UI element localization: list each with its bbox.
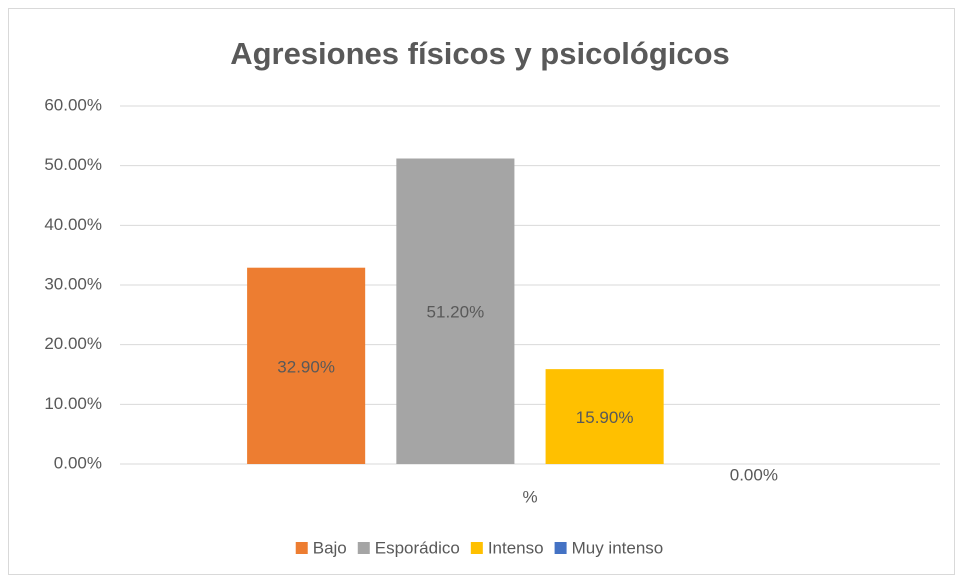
data-label: 15.90% [576,408,634,427]
legend-swatch [295,542,308,554]
legend-swatch [554,542,567,554]
y-tick-label: 50.00% [44,155,102,174]
y-tick-label: 0.00% [54,453,102,472]
y-tick-label: 30.00% [44,274,102,293]
legend-label: Muy intenso [572,538,664,557]
data-label: 0.00% [730,465,778,484]
bar [545,369,664,464]
y-tick-label: 20.00% [44,334,102,353]
y-tick-label: 40.00% [44,215,102,234]
y-tick-label: 10.00% [44,394,102,413]
data-label: 51.20% [427,303,485,322]
legend-label: Esporádico [375,538,460,557]
legend-swatch [357,542,370,554]
legend-swatch [470,542,483,554]
bar [247,267,366,464]
chart-title: Agresiones físicos y psicológicos [230,36,730,71]
legend-label: Bajo [313,538,347,557]
data-label: 32.90% [277,357,335,376]
x-tick-label: % [522,487,537,506]
bar [396,158,515,465]
y-tick-label: 60.00% [44,95,102,114]
legend-label: Intenso [488,538,544,557]
